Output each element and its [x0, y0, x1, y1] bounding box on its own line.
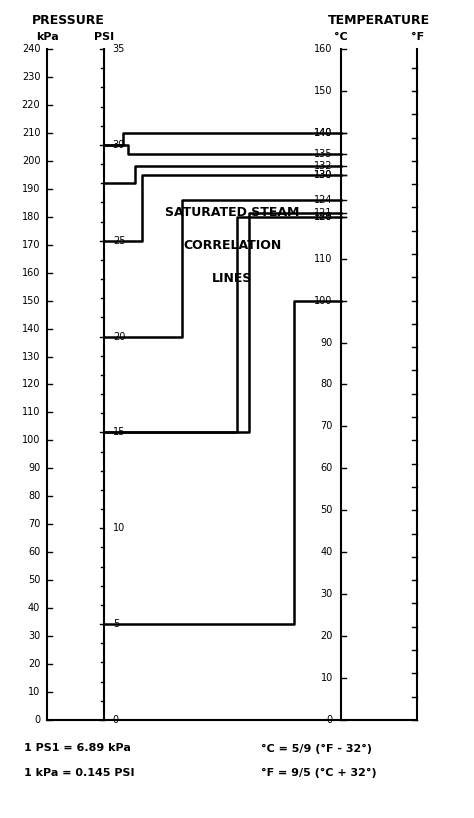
- Text: 160: 160: [22, 267, 40, 277]
- Text: 220: 220: [22, 100, 40, 110]
- Text: 10: 10: [113, 524, 125, 533]
- Text: °C: °C: [334, 32, 348, 42]
- Text: 120: 120: [314, 212, 333, 222]
- Text: 140: 140: [22, 324, 40, 334]
- Text: °C = 5/9 (°F - 32°): °C = 5/9 (°F - 32°): [261, 744, 372, 753]
- Text: 80: 80: [320, 380, 333, 389]
- Text: 0: 0: [34, 715, 40, 725]
- Text: 10: 10: [320, 673, 333, 683]
- Text: 90: 90: [320, 338, 333, 348]
- Text: 70: 70: [28, 519, 40, 529]
- Text: °F = 9/5 (°C + 32°): °F = 9/5 (°C + 32°): [261, 768, 376, 778]
- Text: 60: 60: [320, 463, 333, 474]
- Text: 0: 0: [327, 715, 333, 725]
- Text: 150: 150: [22, 295, 40, 306]
- Text: 10: 10: [28, 687, 40, 697]
- Text: 90: 90: [28, 463, 40, 474]
- Text: 110: 110: [314, 254, 333, 263]
- Text: 20: 20: [320, 631, 333, 641]
- Text: 40: 40: [320, 547, 333, 557]
- Text: 230: 230: [22, 72, 40, 82]
- Text: 140: 140: [314, 128, 333, 138]
- Text: SATURATED STEAM: SATURATED STEAM: [165, 206, 300, 219]
- Text: 30: 30: [113, 140, 125, 150]
- Text: 20: 20: [28, 659, 40, 669]
- Text: TEMPERATURE: TEMPERATURE: [328, 14, 430, 27]
- Text: 100: 100: [314, 295, 333, 306]
- Text: 25: 25: [113, 236, 125, 245]
- Text: 50: 50: [28, 575, 40, 585]
- Text: 30: 30: [28, 631, 40, 641]
- Text: 15: 15: [113, 427, 125, 438]
- Text: 120: 120: [22, 380, 40, 389]
- Text: 130: 130: [22, 352, 40, 362]
- Text: 120: 120: [314, 212, 333, 222]
- Text: 1 PS1 = 6.89 kPa: 1 PS1 = 6.89 kPa: [24, 744, 130, 753]
- Text: 40: 40: [28, 603, 40, 613]
- Text: 130: 130: [314, 170, 333, 180]
- Text: 124: 124: [314, 195, 333, 205]
- Text: 160: 160: [314, 44, 333, 54]
- Text: 60: 60: [28, 547, 40, 557]
- Text: 180: 180: [22, 212, 40, 222]
- Text: 200: 200: [22, 156, 40, 166]
- Text: 35: 35: [113, 44, 125, 54]
- Text: 110: 110: [22, 407, 40, 417]
- Text: °F: °F: [410, 32, 424, 42]
- Text: 70: 70: [320, 421, 333, 431]
- Text: 30: 30: [320, 589, 333, 599]
- Text: 20: 20: [113, 331, 125, 342]
- Text: CORRELATION: CORRELATION: [183, 239, 282, 252]
- Text: 140: 140: [314, 128, 333, 138]
- Text: 121: 121: [314, 208, 333, 218]
- Text: 80: 80: [28, 492, 40, 501]
- Text: 50: 50: [320, 506, 333, 515]
- Text: 210: 210: [22, 128, 40, 138]
- Text: 135: 135: [314, 149, 333, 159]
- Text: 5: 5: [113, 619, 119, 629]
- Text: 100: 100: [22, 435, 40, 445]
- Text: kPa: kPa: [36, 32, 59, 42]
- Text: 240: 240: [22, 44, 40, 54]
- Text: 150: 150: [314, 86, 333, 96]
- Text: LINES: LINES: [212, 272, 253, 285]
- Text: 170: 170: [22, 240, 40, 249]
- Text: 132: 132: [314, 161, 333, 172]
- Text: 130: 130: [314, 170, 333, 180]
- Text: 190: 190: [22, 184, 40, 194]
- Text: PSI: PSI: [94, 32, 114, 42]
- Text: 0: 0: [113, 715, 119, 725]
- Text: PRESSURE: PRESSURE: [32, 14, 105, 27]
- Text: 1 kPa = 0.145 PSI: 1 kPa = 0.145 PSI: [24, 768, 134, 778]
